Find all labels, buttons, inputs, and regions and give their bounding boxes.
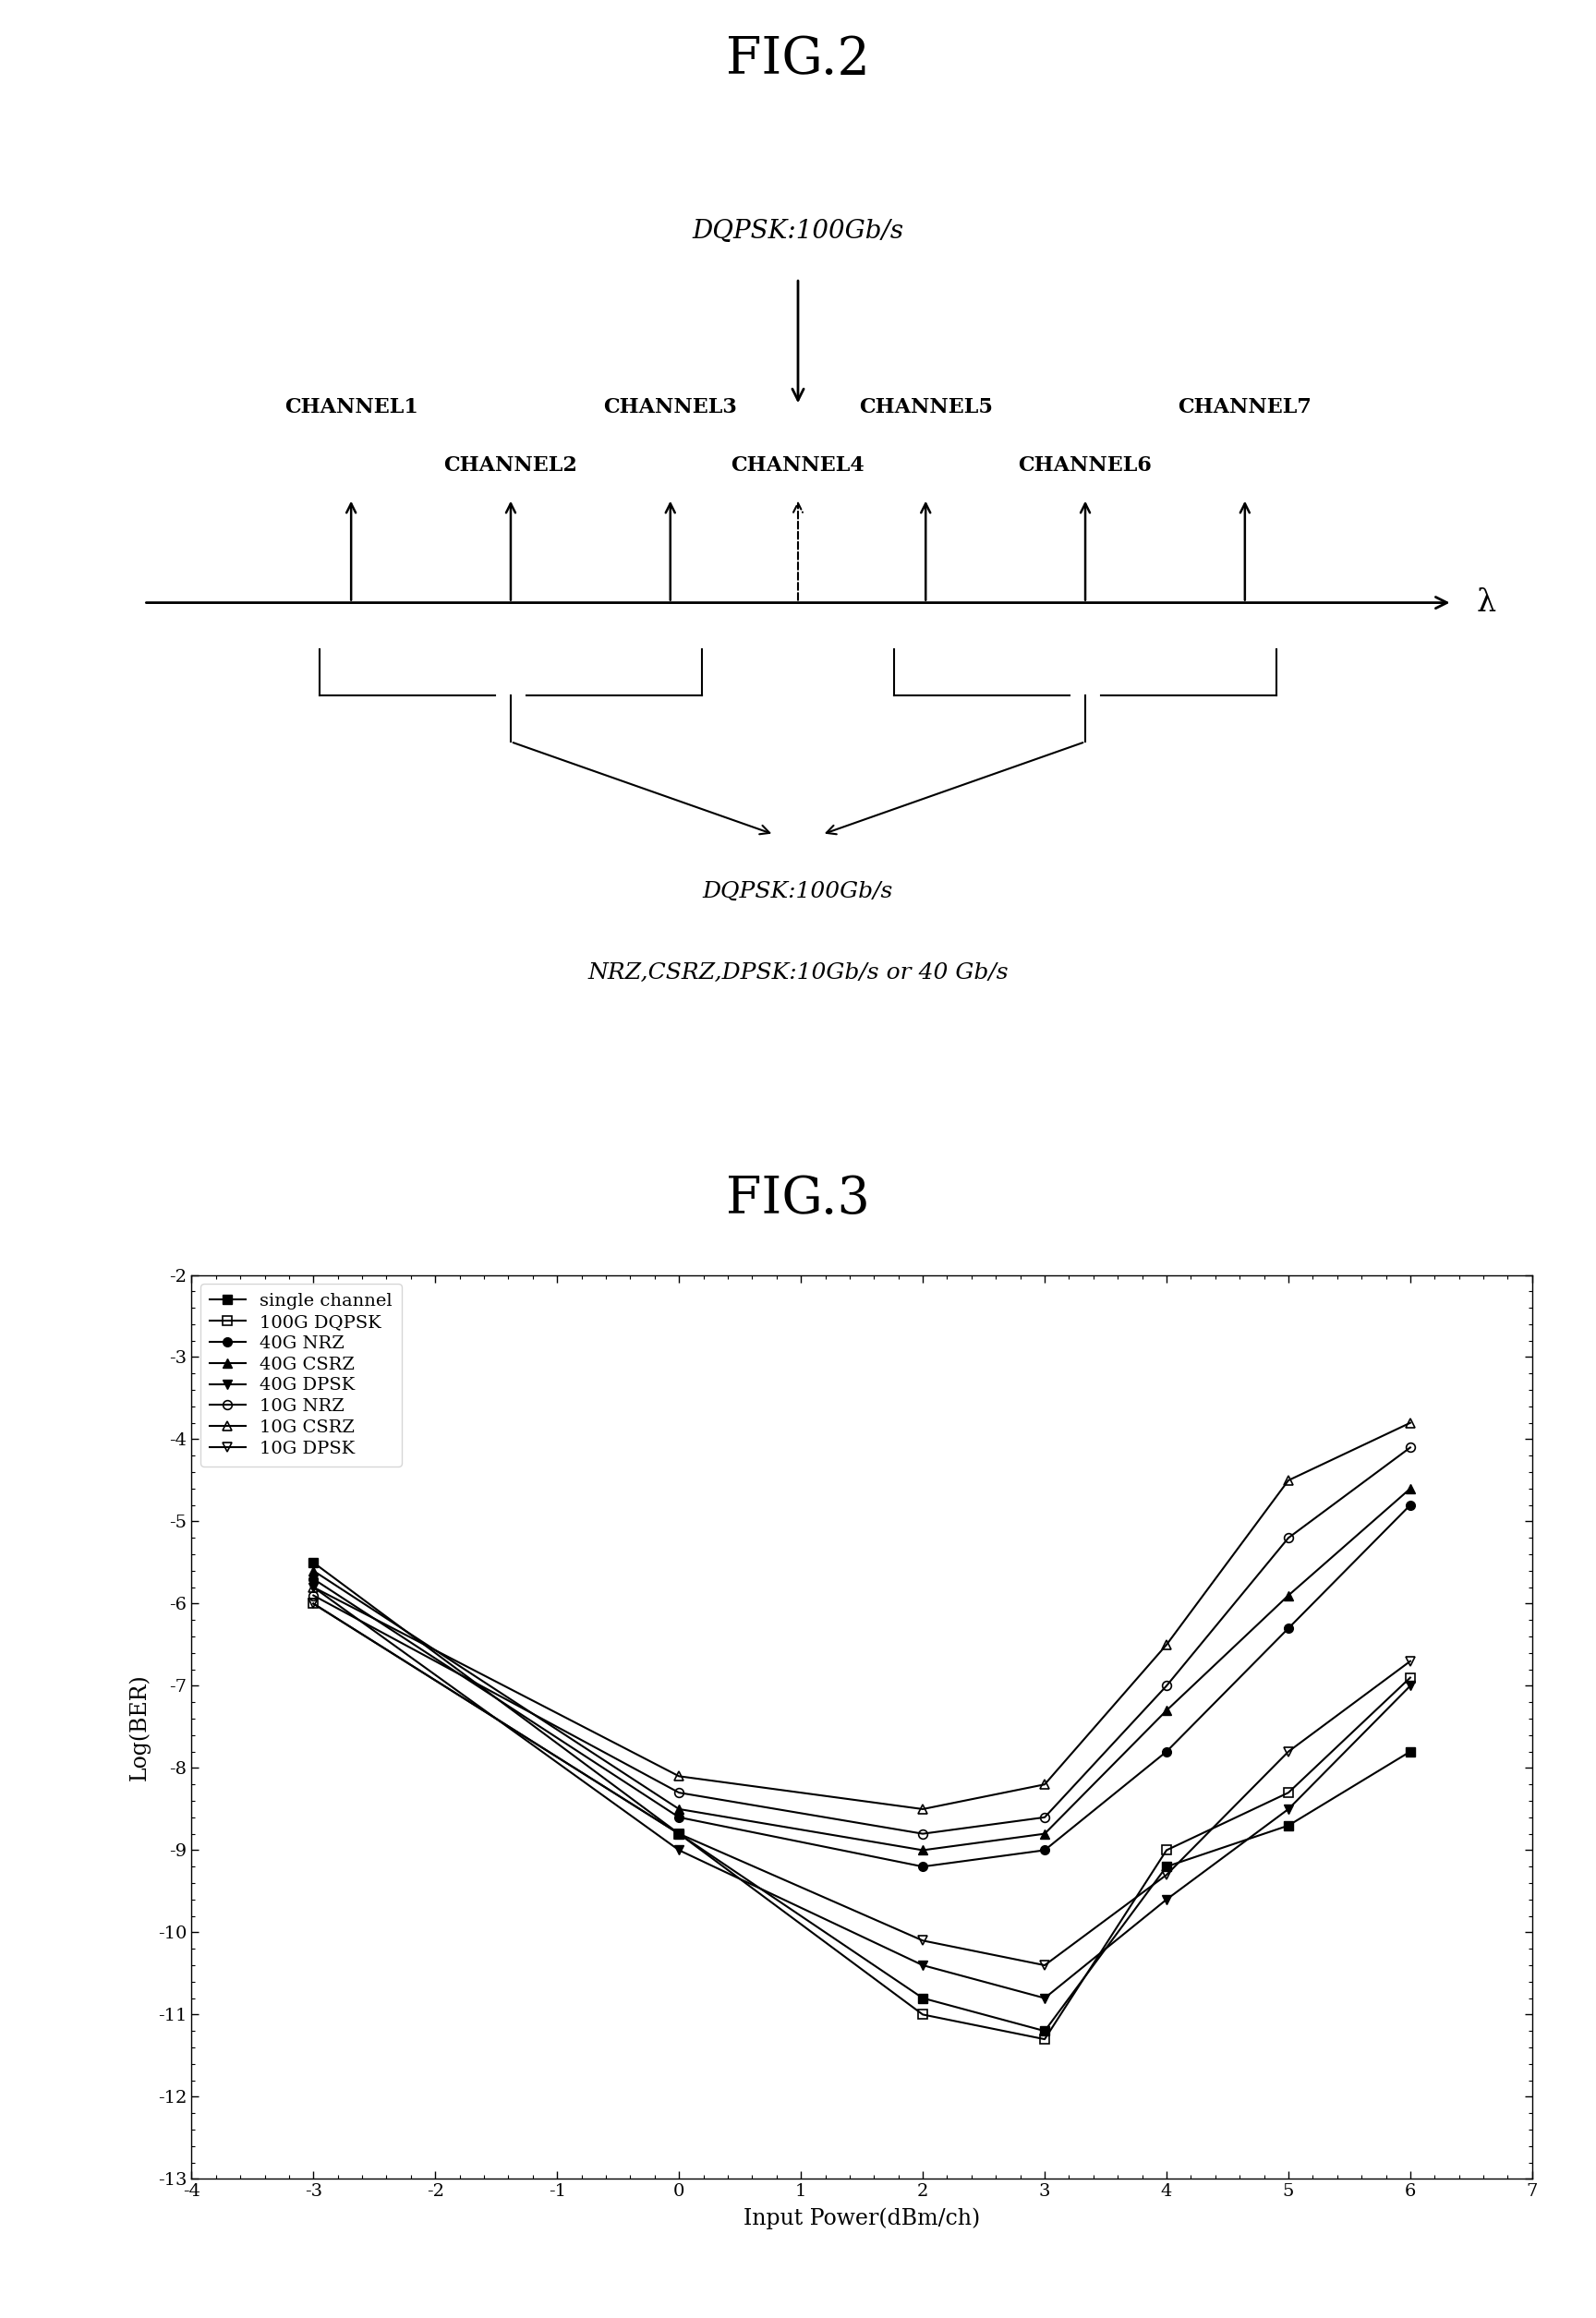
- 40G DPSK: [669, 1836, 688, 1864]
- 10G DPSK: [303, 1590, 322, 1618]
- Text: CHANNEL3: CHANNEL3: [603, 396, 737, 417]
- Line: single channel: single channel: [310, 1558, 1414, 2035]
- Text: CHANNEL6: CHANNEL6: [1018, 454, 1152, 475]
- 40G NRZ: [1157, 1738, 1176, 1766]
- single channel: [669, 1820, 688, 1847]
- 10G NRZ: [1401, 1433, 1420, 1460]
- 40G NRZ: [913, 1852, 932, 1880]
- 10G DPSK: [1278, 1738, 1298, 1766]
- Text: FIG.2: FIG.2: [726, 35, 870, 86]
- 10G NRZ: [1278, 1523, 1298, 1551]
- Legend: single channel, 100G DQPSK, 40G NRZ, 40G CSRZ, 40G DPSK, 10G NRZ, 10G CSRZ, 10G : single channel, 100G DQPSK, 40G NRZ, 40G…: [201, 1284, 402, 1467]
- Line: 100G DQPSK: 100G DQPSK: [310, 1599, 1414, 2044]
- Text: DQPSK:100Gb/s: DQPSK:100Gb/s: [693, 220, 903, 243]
- 100G DQPSK: [669, 1820, 688, 1847]
- Text: λ: λ: [1476, 589, 1495, 617]
- 40G NRZ: [1401, 1490, 1420, 1518]
- Text: CHANNEL2: CHANNEL2: [444, 454, 578, 475]
- 10G NRZ: [1157, 1671, 1176, 1699]
- 10G CSRZ: [1401, 1409, 1420, 1437]
- 100G DQPSK: [1278, 1778, 1298, 1806]
- Text: DQPSK:100Gb/s: DQPSK:100Gb/s: [702, 881, 894, 902]
- Text: NRZ,CSRZ,DPSK:10Gb/s or 40 Gb/s: NRZ,CSRZ,DPSK:10Gb/s or 40 Gb/s: [587, 962, 1009, 983]
- Line: 40G NRZ: 40G NRZ: [310, 1500, 1414, 1871]
- 40G DPSK: [1278, 1794, 1298, 1822]
- single channel: [1036, 2017, 1055, 2044]
- 100G DQPSK: [1401, 1664, 1420, 1692]
- 40G DPSK: [913, 1952, 932, 1980]
- 10G NRZ: [669, 1778, 688, 1806]
- Line: 10G NRZ: 10G NRZ: [310, 1444, 1414, 1838]
- 40G CSRZ: [669, 1794, 688, 1822]
- 10G CSRZ: [913, 1794, 932, 1822]
- Line: 10G CSRZ: 10G CSRZ: [310, 1419, 1414, 1813]
- 40G NRZ: [1036, 1836, 1055, 1864]
- 100G DQPSK: [1036, 2026, 1055, 2054]
- 40G CSRZ: [1157, 1697, 1176, 1725]
- Y-axis label: Log(BER): Log(BER): [129, 1674, 150, 1780]
- Text: CHANNEL4: CHANNEL4: [731, 454, 865, 475]
- Line: 10G DPSK: 10G DPSK: [310, 1599, 1414, 1970]
- 40G CSRZ: [1401, 1474, 1420, 1502]
- 40G DPSK: [1036, 1984, 1055, 2012]
- Text: CHANNEL5: CHANNEL5: [859, 396, 993, 417]
- Text: FIG.3: FIG.3: [726, 1175, 870, 1224]
- 40G DPSK: [1157, 1885, 1176, 1912]
- single channel: [1401, 1738, 1420, 1766]
- 10G CSRZ: [303, 1574, 322, 1602]
- single channel: [303, 1548, 322, 1576]
- 10G CSRZ: [1278, 1467, 1298, 1495]
- 40G CSRZ: [1278, 1581, 1298, 1609]
- single channel: [1278, 1813, 1298, 1840]
- 100G DQPSK: [1157, 1836, 1176, 1864]
- Line: 40G DPSK: 40G DPSK: [310, 1583, 1414, 2003]
- Text: CHANNEL7: CHANNEL7: [1178, 396, 1312, 417]
- 10G NRZ: [1036, 1803, 1055, 1831]
- 40G NRZ: [669, 1803, 688, 1831]
- Text: CHANNEL1: CHANNEL1: [284, 396, 418, 417]
- X-axis label: Input Power(dBm/ch): Input Power(dBm/ch): [744, 2207, 980, 2230]
- single channel: [1157, 1852, 1176, 1880]
- 10G DPSK: [1036, 1952, 1055, 1980]
- 10G CSRZ: [1036, 1771, 1055, 1799]
- 10G CSRZ: [1157, 1632, 1176, 1660]
- 10G DPSK: [1401, 1648, 1420, 1676]
- 10G CSRZ: [669, 1762, 688, 1789]
- 10G NRZ: [913, 1820, 932, 1847]
- 100G DQPSK: [913, 2000, 932, 2028]
- 100G DQPSK: [303, 1590, 322, 1618]
- Line: 40G CSRZ: 40G CSRZ: [310, 1484, 1414, 1854]
- 10G DPSK: [1157, 1861, 1176, 1889]
- 40G DPSK: [1401, 1671, 1420, 1699]
- 10G NRZ: [303, 1581, 322, 1609]
- 10G DPSK: [913, 1926, 932, 1954]
- 40G NRZ: [303, 1565, 322, 1592]
- 40G DPSK: [303, 1574, 322, 1602]
- 40G CSRZ: [913, 1836, 932, 1864]
- 40G NRZ: [1278, 1613, 1298, 1641]
- 40G CSRZ: [1036, 1820, 1055, 1847]
- 40G CSRZ: [303, 1558, 322, 1586]
- single channel: [913, 1984, 932, 2012]
- 10G DPSK: [669, 1820, 688, 1847]
